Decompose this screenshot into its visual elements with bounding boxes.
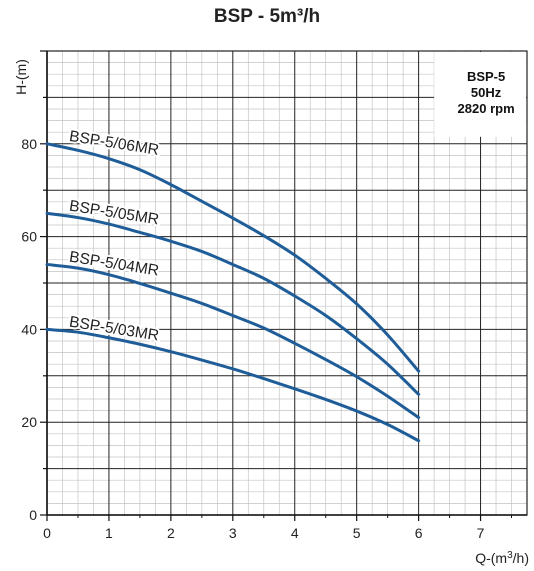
pump-curves	[45, 142, 421, 443]
curve-label: BSP-5/06MR	[68, 128, 160, 159]
x-tick-label: 7	[477, 525, 485, 541]
x-tick-label: 5	[353, 525, 361, 541]
info-box-line: 50Hz	[471, 85, 502, 100]
y-tick-label: 20	[21, 414, 37, 430]
axes	[40, 50, 528, 521]
y-axis-label: H-(m)	[13, 59, 29, 95]
info-box-background	[434, 52, 526, 137]
major-grid	[47, 50, 527, 515]
curve-bsp-5-05mr	[45, 211, 421, 396]
y-tick-label: 80	[21, 136, 37, 152]
x-tick-label: 0	[43, 525, 51, 541]
info-box-line: BSP-5	[467, 69, 505, 84]
curve-bsp-5-03mr	[45, 327, 421, 443]
y-tick-label: 60	[21, 229, 37, 245]
x-tick-label: 2	[167, 525, 175, 541]
chart-title: BSP - 5m³/h	[213, 6, 321, 27]
curve-bsp-5-06mr	[45, 142, 421, 373]
y-tick-label: 40	[21, 321, 37, 337]
curve-bsp-5-04mr	[45, 262, 421, 420]
x-tick-label: 3	[229, 525, 237, 541]
y-tick-label: 0	[29, 507, 37, 523]
info-box-line: 2820 rpm	[458, 101, 515, 116]
x-axis-label: Q-(m3/h)	[475, 550, 529, 567]
tick-labels: 0 1 2 3 4 5 6 7 0 20 40 60 80	[21, 136, 484, 541]
x-tick-label: 4	[291, 525, 299, 541]
x-tick-label: 6	[415, 525, 423, 541]
x-tick-label: 1	[105, 525, 113, 541]
